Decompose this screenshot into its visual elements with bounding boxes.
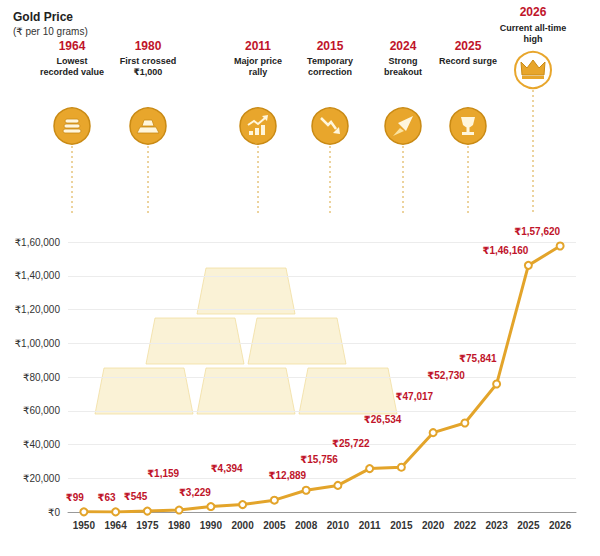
- svg-text:₹1,60,000: ₹1,60,000: [15, 237, 61, 248]
- svg-text:Lowest: Lowest: [56, 56, 87, 66]
- svg-text:2023: 2023: [486, 520, 509, 531]
- svg-text:1964: 1964: [59, 39, 86, 53]
- svg-text:₹3,229: ₹3,229: [179, 487, 211, 498]
- svg-text:2010: 2010: [327, 520, 350, 531]
- svg-text:₹1,20,000: ₹1,20,000: [15, 304, 61, 315]
- svg-text:high: high: [524, 34, 543, 44]
- svg-text:₹0: ₹0: [48, 507, 60, 518]
- svg-text:₹99: ₹99: [66, 492, 85, 503]
- svg-text:1980: 1980: [168, 520, 191, 531]
- svg-text:Current all-time: Current all-time: [500, 23, 567, 33]
- svg-text:₹75,841: ₹75,841: [459, 353, 497, 364]
- svg-text:₹80,000: ₹80,000: [23, 372, 60, 383]
- svg-text:1990: 1990: [200, 520, 223, 531]
- svg-text:₹40,000: ₹40,000: [23, 439, 60, 450]
- svg-text:2025: 2025: [517, 520, 540, 531]
- svg-text:2020: 2020: [422, 520, 445, 531]
- svg-text:2026: 2026: [549, 520, 572, 531]
- svg-text:rally: rally: [249, 67, 268, 77]
- svg-text:₹1,46,160: ₹1,46,160: [482, 245, 528, 256]
- svg-text:₹52,730: ₹52,730: [427, 370, 465, 381]
- svg-text:1980: 1980: [135, 39, 162, 53]
- svg-text:₹1,000: ₹1,000: [134, 67, 163, 77]
- svg-text:₹12,889: ₹12,889: [269, 470, 307, 481]
- svg-text:₹47,017: ₹47,017: [396, 391, 434, 402]
- svg-text:1975: 1975: [136, 520, 159, 531]
- svg-text:Record surge: Record surge: [439, 56, 497, 66]
- svg-text:₹1,00,000: ₹1,00,000: [15, 338, 61, 349]
- svg-text:2025: 2025: [455, 39, 482, 53]
- svg-text:correction: correction: [308, 67, 352, 77]
- svg-text:2005: 2005: [263, 520, 286, 531]
- svg-text:₹1,159: ₹1,159: [147, 468, 179, 479]
- svg-text:recorded value: recorded value: [40, 67, 104, 77]
- svg-text:₹60,000: ₹60,000: [23, 405, 60, 416]
- svg-text:₹1,57,620: ₹1,57,620: [514, 226, 560, 237]
- svg-text:Major price: Major price: [234, 56, 282, 66]
- svg-text:2000: 2000: [232, 520, 255, 531]
- svg-text:₹26,534: ₹26,534: [364, 414, 402, 425]
- svg-text:2011: 2011: [359, 520, 381, 531]
- svg-text:₹4,394: ₹4,394: [211, 463, 243, 474]
- svg-text:1964: 1964: [105, 520, 128, 531]
- svg-text:(₹ per 10 grams): (₹ per 10 grams): [13, 26, 88, 37]
- svg-text:2015: 2015: [390, 520, 413, 531]
- svg-text:First crossed: First crossed: [120, 56, 177, 66]
- svg-text:2008: 2008: [295, 520, 318, 531]
- svg-text:2026: 2026: [520, 5, 547, 19]
- svg-text:₹545: ₹545: [124, 491, 148, 502]
- svg-text:2022: 2022: [454, 520, 477, 531]
- svg-text:Temporary: Temporary: [307, 56, 353, 66]
- svg-text:₹15,756: ₹15,756: [300, 454, 338, 465]
- svg-text:2015: 2015: [317, 39, 344, 53]
- svg-text:1950: 1950: [73, 520, 96, 531]
- svg-text:₹63: ₹63: [98, 492, 117, 503]
- svg-text:₹20,000: ₹20,000: [23, 473, 60, 484]
- svg-text:₹1,40,000: ₹1,40,000: [15, 270, 61, 281]
- svg-text:breakout: breakout: [384, 67, 422, 77]
- svg-text:Strong: Strong: [389, 56, 418, 66]
- svg-text:2011: 2011: [245, 39, 271, 53]
- svg-text:Gold Price: Gold Price: [13, 10, 73, 24]
- svg-text:2024: 2024: [390, 39, 417, 53]
- svg-text:₹25,722: ₹25,722: [332, 438, 370, 449]
